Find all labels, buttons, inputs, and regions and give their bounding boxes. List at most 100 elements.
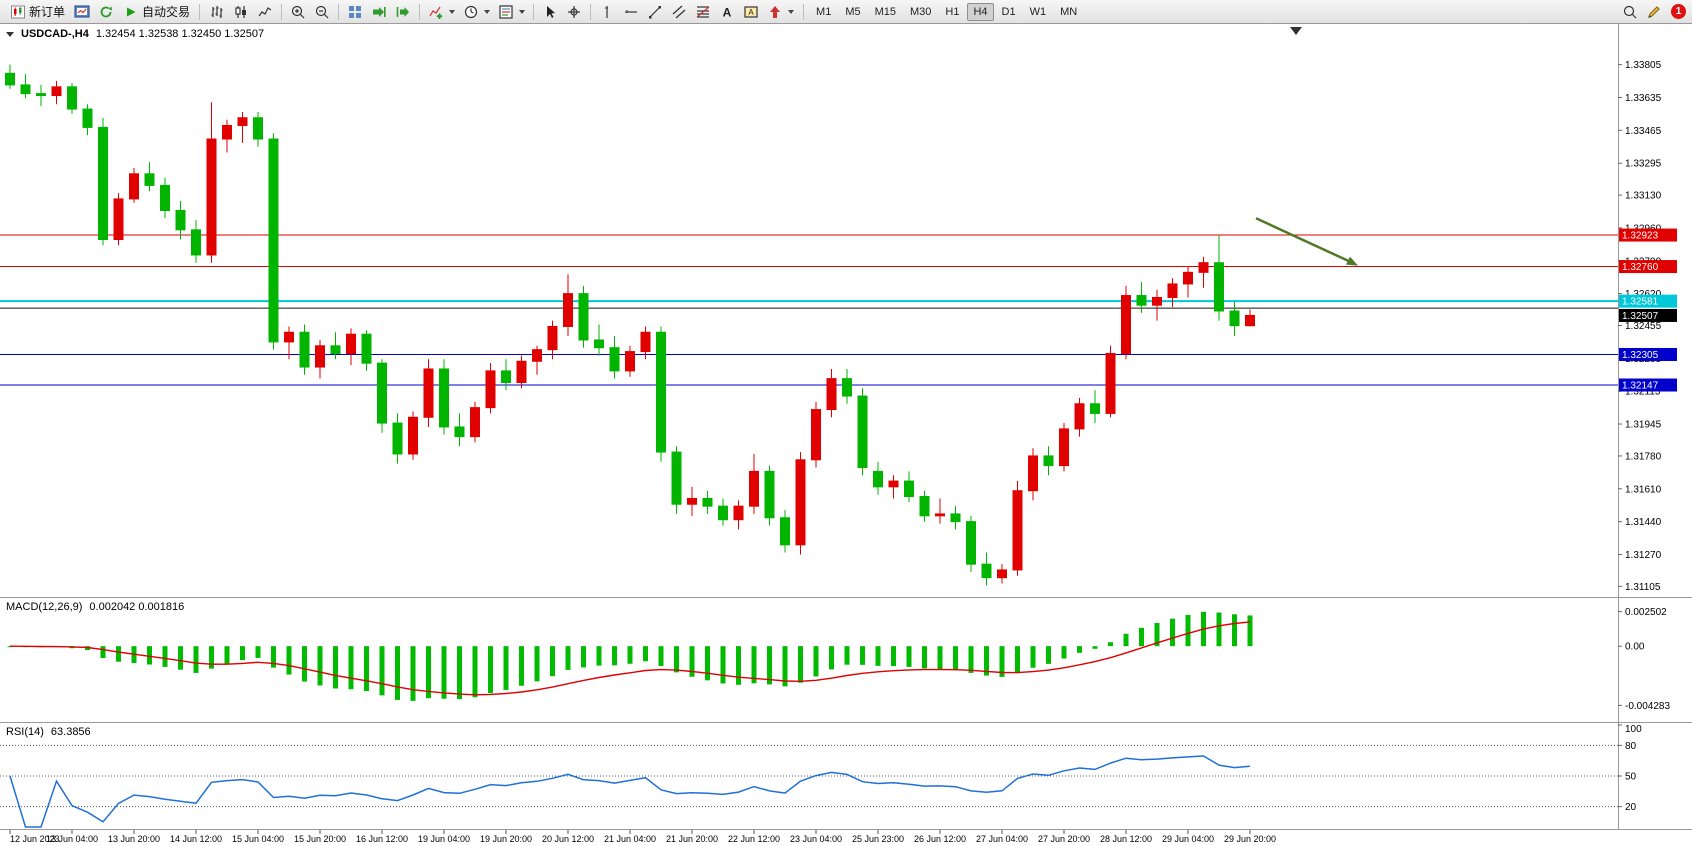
fibonacci-button[interactable] bbox=[691, 2, 715, 22]
crosshair-button[interactable] bbox=[562, 2, 586, 22]
periods-icon bbox=[464, 5, 478, 18]
svg-text:15 Jun 04:00: 15 Jun 04:00 bbox=[232, 834, 284, 844]
bar-chart-icon bbox=[211, 5, 223, 18]
chart-shift-icon bbox=[396, 6, 410, 17]
new-order-label: 新订单 bbox=[29, 5, 66, 19]
toolbar-separator bbox=[533, 3, 535, 20]
dropdown-caret-icon bbox=[484, 9, 491, 14]
svg-text:14 Jun 12:00: 14 Jun 12:00 bbox=[170, 834, 222, 844]
svg-text:13 Jun 04:00: 13 Jun 04:00 bbox=[46, 834, 98, 844]
svg-text:1.32455: 1.32455 bbox=[1625, 321, 1662, 332]
svg-text:1.31440: 1.31440 bbox=[1625, 517, 1662, 528]
toolbar-separator bbox=[803, 3, 805, 20]
zoom-in-icon bbox=[291, 5, 305, 18]
svg-text:27 Jun 04:00: 27 Jun 04:00 bbox=[976, 834, 1028, 844]
svg-text:1.31780: 1.31780 bbox=[1625, 451, 1662, 462]
svg-text:23 Jun 04:00: 23 Jun 04:00 bbox=[790, 834, 842, 844]
svg-text:1.32620: 1.32620 bbox=[1625, 289, 1662, 300]
timeframe-H1[interactable]: H1 bbox=[939, 3, 965, 21]
new-order-button[interactable]: 新订单 bbox=[6, 2, 69, 22]
arrows-button[interactable] bbox=[763, 2, 798, 22]
text-label-button[interactable]: A bbox=[739, 2, 763, 22]
svg-text:20: 20 bbox=[1625, 802, 1637, 813]
zoom-out-button[interactable] bbox=[310, 2, 334, 22]
arrow-annotation[interactable] bbox=[1255, 217, 1358, 266]
line-chart-button[interactable] bbox=[253, 2, 277, 22]
indicators-icon bbox=[429, 6, 443, 19]
svg-text:1.32760: 1.32760 bbox=[1622, 262, 1659, 273]
notification-badge[interactable]: 1 bbox=[1671, 4, 1686, 19]
edit-button[interactable] bbox=[1642, 2, 1666, 22]
rsi-panel[interactable]: 100 80 50 20 bbox=[0, 724, 1642, 828]
charts-button[interactable] bbox=[70, 2, 94, 22]
price-label: 1.32581 bbox=[1619, 294, 1677, 308]
svg-text:29 Jun 20:00: 29 Jun 20:00 bbox=[1224, 834, 1276, 844]
zoom-in-button[interactable] bbox=[286, 2, 310, 22]
refresh-icon bbox=[100, 6, 113, 17]
timeframe-M1[interactable]: M1 bbox=[810, 3, 837, 21]
auto-scroll-button[interactable] bbox=[367, 2, 391, 22]
line-chart-icon bbox=[258, 6, 272, 16]
charts-icon bbox=[74, 4, 90, 18]
timeframe-group: M1 M5 M15 M30 H1 H4 D1 W1 MN bbox=[809, 2, 1084, 21]
svg-text:19 Jun 04:00: 19 Jun 04:00 bbox=[418, 834, 470, 844]
svg-text:0.002502: 0.002502 bbox=[1625, 607, 1667, 618]
timeframe-MN[interactable]: MN bbox=[1054, 3, 1083, 21]
svg-text:29 Jun 04:00: 29 Jun 04:00 bbox=[1162, 834, 1214, 844]
timeframe-H4[interactable]: H4 bbox=[967, 2, 994, 21]
bar-chart-button[interactable] bbox=[205, 2, 229, 22]
templates-button[interactable] bbox=[494, 2, 529, 22]
hlines-layer[interactable] bbox=[0, 234, 1618, 386]
svg-text:1.33465: 1.33465 bbox=[1625, 126, 1662, 137]
tile-windows-button[interactable] bbox=[343, 2, 367, 22]
channel-button[interactable] bbox=[667, 2, 691, 22]
candlestick-chart-icon bbox=[235, 5, 247, 18]
svg-text:21 Jun 04:00: 21 Jun 04:00 bbox=[604, 834, 656, 844]
candlestick-chart-button[interactable] bbox=[229, 2, 253, 22]
svg-text:19 Jun 20:00: 19 Jun 20:00 bbox=[480, 834, 532, 844]
toolbar: 新订单 自动交易 A A M1 M5 M15 M30 H1 H4 D1 W1 MN 1 bbox=[0, 0, 1692, 24]
autotrading-button[interactable]: 自动交易 bbox=[119, 2, 194, 22]
svg-text:1.32305: 1.32305 bbox=[1622, 350, 1659, 361]
vertical-line-button[interactable] bbox=[595, 2, 619, 22]
refresh-button[interactable] bbox=[94, 2, 118, 22]
new-order-icon bbox=[11, 5, 25, 18]
svg-text:25 Jun 23:00: 25 Jun 23:00 bbox=[852, 834, 904, 844]
chart-shift-button[interactable] bbox=[391, 2, 415, 22]
svg-text:1.33635: 1.33635 bbox=[1625, 93, 1662, 104]
svg-text:21 Jun 20:00: 21 Jun 20:00 bbox=[666, 834, 718, 844]
svg-text:26 Jun 12:00: 26 Jun 12:00 bbox=[914, 834, 966, 844]
indicators-button[interactable] bbox=[424, 2, 459, 22]
templates-icon bbox=[499, 4, 513, 19]
svg-text:1.32581: 1.32581 bbox=[1622, 297, 1659, 308]
cursor-button[interactable] bbox=[538, 2, 562, 22]
svg-text:16 Jun 12:00: 16 Jun 12:00 bbox=[356, 834, 408, 844]
price-axis[interactable]: 1.33805 1.33635 1.33465 1.33295 1.33130 1.329… bbox=[1618, 60, 1677, 593]
timeframe-M15[interactable]: M15 bbox=[869, 3, 902, 21]
search-button[interactable] bbox=[1618, 2, 1642, 22]
price-label: 1.32305 bbox=[1619, 347, 1677, 361]
periods-button[interactable] bbox=[459, 2, 494, 22]
toolbar-separator bbox=[199, 3, 201, 20]
timeframe-W1[interactable]: W1 bbox=[1024, 3, 1053, 21]
macd-panel[interactable]: 0.002502 0.00 -0.004283 bbox=[7, 607, 1671, 712]
svg-text:A: A bbox=[723, 5, 732, 19]
horizontal-line-button[interactable] bbox=[619, 2, 643, 22]
text-button[interactable]: A bbox=[715, 2, 739, 22]
timeframe-M30[interactable]: M30 bbox=[904, 3, 937, 21]
dropdown-caret-icon bbox=[519, 9, 526, 14]
timeframe-M5[interactable]: M5 bbox=[839, 3, 866, 21]
svg-text:28 Jun 12:00: 28 Jun 12:00 bbox=[1100, 834, 1152, 844]
toolbar-separator bbox=[281, 3, 283, 20]
trendline-button[interactable] bbox=[643, 2, 667, 22]
vertical-line-icon bbox=[605, 5, 610, 18]
svg-text:1.33130: 1.33130 bbox=[1625, 191, 1662, 202]
timeframe-D1[interactable]: D1 bbox=[996, 3, 1022, 21]
svg-text:22 Jun 12:00: 22 Jun 12:00 bbox=[728, 834, 780, 844]
svg-text:80: 80 bbox=[1625, 741, 1637, 752]
svg-text:1.32923: 1.32923 bbox=[1622, 231, 1659, 242]
price-label: 1.32760 bbox=[1619, 260, 1677, 274]
toolbar-separator bbox=[419, 3, 421, 20]
